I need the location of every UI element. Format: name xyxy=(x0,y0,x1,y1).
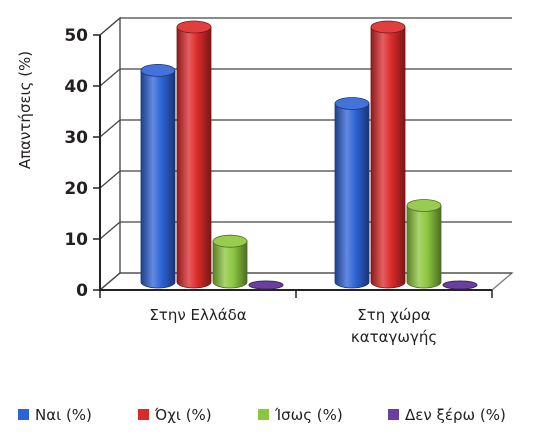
legend-label: Όχι (%) xyxy=(154,406,212,424)
y-tick-label: 10 xyxy=(64,230,88,250)
x-category-labels: Στην Ελλάδα Στη χώρα καταγωγής xyxy=(149,306,437,346)
bars xyxy=(140,20,478,290)
y-axis-label: Απαντήσεις (%) xyxy=(16,51,34,169)
y-tick-label: 40 xyxy=(64,77,88,97)
x-category-label: Στην Ελλάδα xyxy=(149,306,246,324)
legend-label: Ναι (%) xyxy=(35,406,92,424)
gridline xyxy=(99,17,512,36)
bar-top xyxy=(406,199,442,212)
bar-top xyxy=(370,20,406,34)
bar xyxy=(442,280,478,290)
y-tick-label: 50 xyxy=(64,26,88,46)
legend-swatch xyxy=(388,409,399,420)
legend-swatch xyxy=(18,409,29,420)
bar xyxy=(212,240,248,289)
x-category-label: Στη χώρα καταγωγής xyxy=(351,306,437,346)
bar xyxy=(370,26,406,289)
bar xyxy=(406,205,442,289)
bar xyxy=(334,103,370,289)
bar xyxy=(176,26,212,289)
bar-top xyxy=(176,20,212,34)
bar xyxy=(248,280,284,290)
legend: Ναι (%) Όχι (%) Ίσως (%) Δεν ξέρω (%) xyxy=(18,406,506,424)
side-wall xyxy=(99,16,121,292)
bar-top xyxy=(212,234,248,248)
y-tick-label: 0 xyxy=(76,281,88,301)
axes xyxy=(93,34,493,298)
legend-label: Ίσως (%) xyxy=(274,406,343,424)
bar xyxy=(140,69,176,289)
y-tick-label: 20 xyxy=(64,179,88,199)
legend-swatch xyxy=(258,409,269,420)
legend-swatch xyxy=(138,409,149,420)
y-tick-labels: 0 10 20 30 40 50 xyxy=(64,26,88,301)
bar-top xyxy=(140,63,176,77)
bar-top xyxy=(334,97,370,110)
legend-label: Δεν ξέρω (%) xyxy=(405,406,506,424)
y-tick-label: 30 xyxy=(64,128,88,148)
